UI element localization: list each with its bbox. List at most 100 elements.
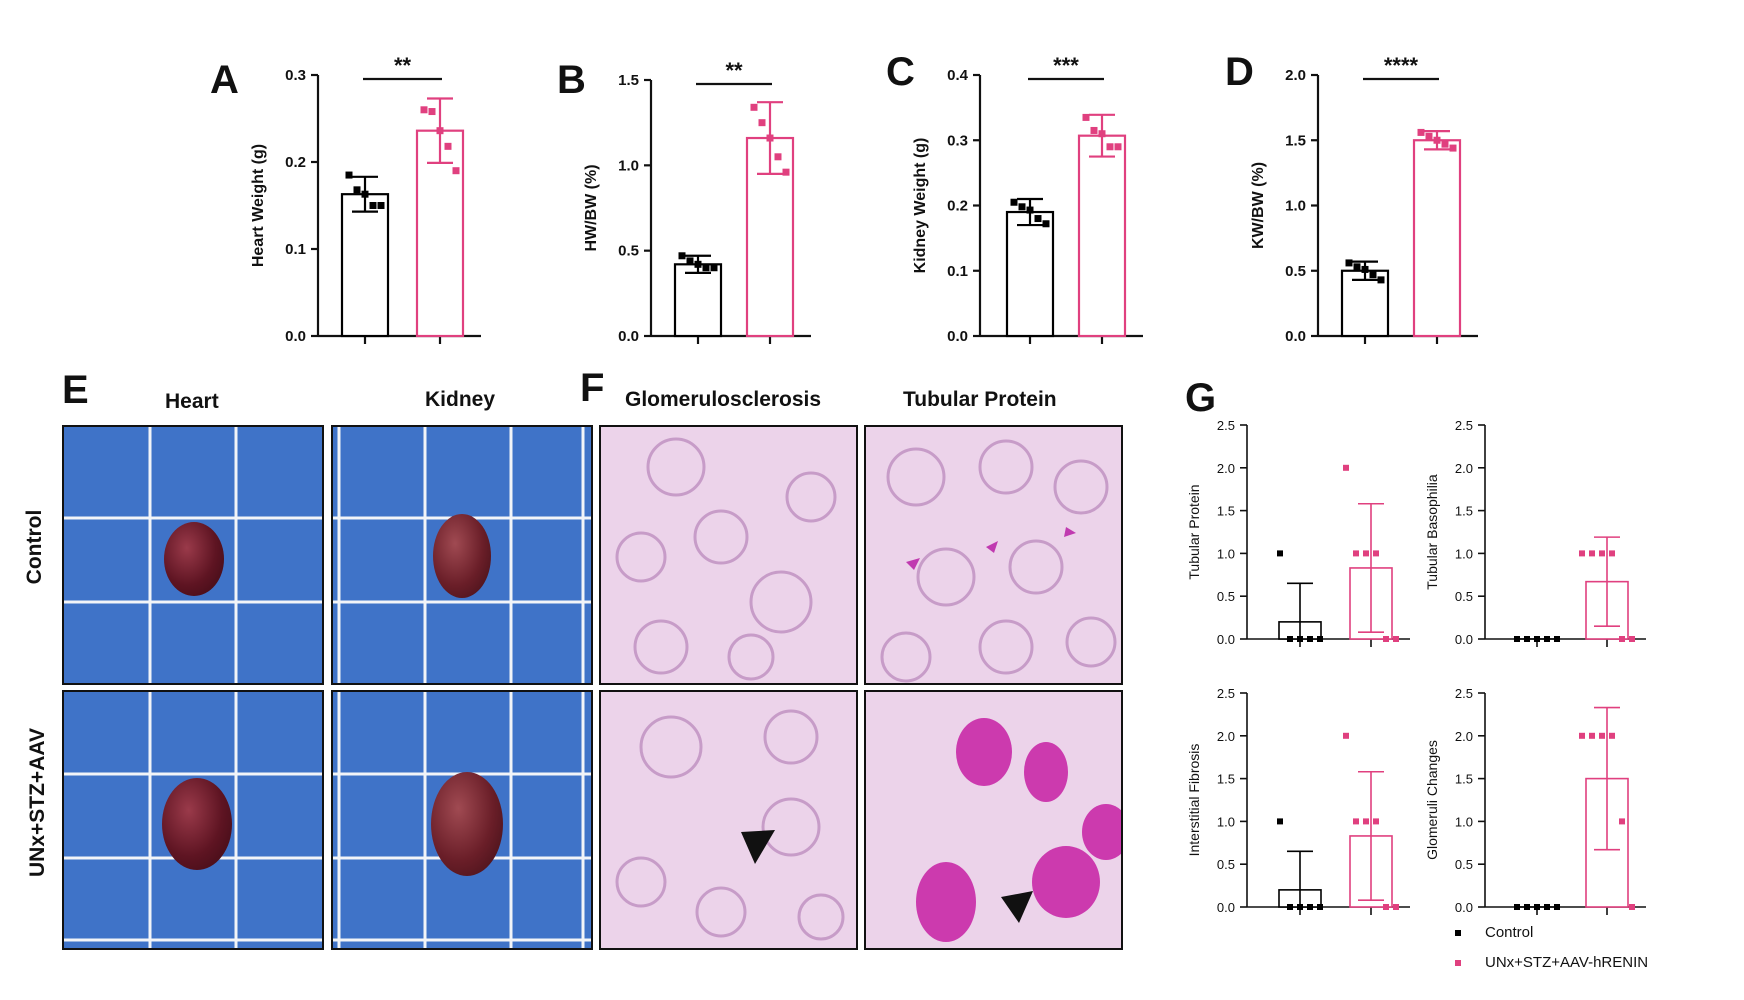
data-point-g3 [1363, 818, 1369, 825]
data-point-g1 [1353, 550, 1359, 557]
data-point-d [1353, 263, 1361, 271]
y-tick-label-d: 2.0 [1285, 67, 1306, 84]
data-point-g2 [1579, 550, 1585, 557]
legend-swatch-control [1455, 930, 1461, 936]
y-tick-label-g2: 2.0 [1455, 461, 1473, 476]
y-tick-label-d: 0.5 [1285, 263, 1306, 280]
header-tubular-protein: Tubular Protein [903, 388, 1057, 411]
photo-heart-control [62, 425, 324, 685]
row-label-control: Control [23, 509, 46, 585]
y-tick-label-g3: 2.0 [1217, 729, 1235, 744]
data-point-d [1377, 276, 1385, 284]
data-point-a [369, 202, 377, 209]
data-point-d [1417, 128, 1425, 136]
data-point-g3 [1353, 818, 1359, 825]
y-tick-label-g1: 1.5 [1217, 504, 1235, 519]
data-point-a [345, 171, 353, 179]
data-point-g1 [1363, 550, 1369, 557]
y-axis-label-g4: Glomeruli Changes [1424, 740, 1440, 860]
data-point-g3 [1287, 904, 1293, 910]
data-point-g1 [1393, 636, 1399, 642]
data-point-g4 [1599, 732, 1605, 739]
y-tick-label-c: 0.1 [947, 263, 968, 280]
significance-label-d: **** [1384, 53, 1419, 78]
y-tick-label-g3: 0.5 [1217, 857, 1235, 872]
data-point-g1 [1383, 636, 1389, 642]
histo-texture-2 [880, 439, 1117, 683]
y-tick-label-b: 0.0 [618, 328, 639, 345]
y-tick-label-g4: 2.0 [1455, 729, 1473, 744]
data-point-c [1090, 126, 1098, 134]
y-tick-label-d: 1.0 [1285, 198, 1306, 215]
data-point-b [758, 119, 766, 127]
y-tick-label-c: 0.3 [947, 132, 968, 149]
data-point-g4 [1554, 904, 1560, 910]
y-tick-label-b: 1.0 [618, 157, 639, 174]
histo-texture-1 [615, 437, 837, 681]
data-point-g1 [1343, 464, 1349, 471]
data-point-a [428, 108, 436, 116]
data-point-d [1425, 132, 1433, 140]
y-tick-label-g2: 0.0 [1455, 632, 1473, 647]
data-point-a [361, 190, 369, 198]
panel-letter-c: C [886, 50, 915, 94]
data-point-g4 [1579, 732, 1585, 739]
data-point-b [702, 264, 710, 272]
data-point-g2 [1544, 636, 1550, 642]
data-point-c [1018, 203, 1026, 211]
data-point-g4 [1629, 904, 1635, 910]
panel-letter-f: F [580, 366, 605, 410]
data-point-c [1034, 215, 1042, 223]
legend-item-treated: UNx+STZ+AAV-hRENIN [1455, 952, 1648, 974]
photo-kidney-treated [331, 690, 593, 950]
histo-glomerulosclerosis-control [599, 425, 858, 685]
photo-heart-treated [62, 690, 324, 950]
histo-texture-3 [615, 709, 845, 941]
data-point-g2 [1609, 550, 1615, 557]
y-tick-label-g1: 2.5 [1217, 418, 1235, 433]
y-tick-label-g1: 0.0 [1217, 632, 1235, 647]
y-tick-label-a: 0.0 [285, 328, 306, 345]
header-glomerulosclerosis: Glomerulosclerosis [625, 388, 822, 411]
data-point-b [694, 260, 702, 268]
data-point-g2 [1619, 636, 1625, 642]
data-point-g3 [1317, 904, 1323, 910]
data-point-g2 [1554, 636, 1560, 642]
legend-label-control: Control [1485, 924, 1534, 941]
y-tick-label-g3: 1.0 [1217, 814, 1235, 829]
y-axis-label-c: Kidney Weight (g) [912, 138, 929, 274]
data-point-d [1345, 259, 1353, 267]
data-point-g3 [1343, 732, 1349, 739]
data-point-g2 [1534, 636, 1540, 642]
data-point-c [1106, 143, 1114, 151]
data-point-g4 [1589, 732, 1595, 739]
y-tick-label-g2: 2.5 [1455, 418, 1473, 433]
data-point-g3 [1307, 904, 1313, 910]
row-label-treated: UNx+STZ+AAV [26, 728, 49, 877]
y-tick-label-g4: 1.5 [1455, 772, 1473, 787]
y-tick-label-d: 0.0 [1285, 328, 1306, 345]
panel-letter-e: E [62, 368, 89, 412]
data-point-c [1026, 206, 1034, 214]
bar-a-treated [415, 129, 465, 338]
data-point-g2 [1524, 636, 1530, 642]
histo-tubular-protein-treated [864, 690, 1123, 950]
data-point-g1 [1317, 636, 1323, 642]
y-axis-label-g2: Tubular Basophilia [1424, 474, 1440, 590]
y-axis-label-a: Heart Weight (g) [250, 144, 267, 267]
data-point-a [444, 142, 452, 150]
y-tick-label-c: 0.2 [947, 198, 968, 215]
bar-b-control [673, 263, 723, 338]
data-point-b [678, 252, 686, 260]
y-tick-label-c: 0.0 [947, 328, 968, 345]
bar-c-treated [1077, 134, 1127, 338]
data-point-a [420, 106, 428, 114]
heart-control [164, 522, 224, 596]
data-point-d [1369, 271, 1377, 279]
data-point-a [452, 167, 460, 175]
data-point-g3 [1277, 818, 1283, 825]
significance-label-c: *** [1053, 53, 1079, 78]
data-point-b [710, 264, 718, 272]
data-point-g4 [1534, 904, 1540, 910]
